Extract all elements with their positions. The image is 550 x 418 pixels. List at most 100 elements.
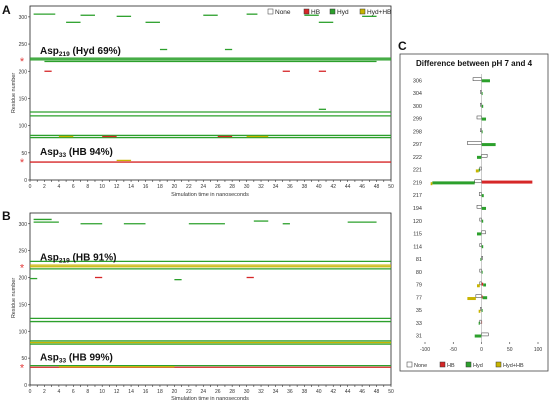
y-tick-label: 200	[19, 276, 28, 282]
x-tick-label: 28	[229, 389, 235, 395]
x-tick-label: 6	[72, 389, 75, 395]
x-tick-label: 8	[86, 184, 89, 190]
bar-hyd	[481, 206, 487, 210]
x-tick-label: 40	[316, 389, 322, 395]
x-tick-label: 38	[302, 389, 308, 395]
x-tick-label: 42	[330, 184, 336, 190]
panel-c-legend: None HB Hyd Hyd+HB	[406, 361, 524, 369]
annotation-label: Asp219 (HB 91%)	[40, 252, 116, 264]
bar-hyd	[481, 117, 487, 121]
bar-none	[481, 332, 489, 337]
x-tick-label: 48	[374, 184, 380, 190]
residue-star-marker: *	[20, 56, 25, 68]
x-tick-label: 50	[388, 184, 394, 190]
bar-none	[479, 319, 482, 324]
panel-b-xlabel: Simulation time in nanoseconds	[171, 396, 249, 402]
legend-label: Hyd	[337, 9, 349, 16]
x-tick-label: 8	[86, 389, 89, 395]
x-tick-label: 0	[29, 389, 32, 395]
x-tick-label: 18	[157, 184, 163, 190]
panel-a-xlabel: Simulation time in nanoseconds	[171, 192, 249, 198]
x-tick-label: 10	[99, 389, 105, 395]
legend-label: HB	[311, 9, 320, 16]
x-tick-label: 24	[200, 184, 206, 190]
panel-a-legend: None HB Hyd Hyd+HB	[267, 8, 391, 16]
y-tick-label: 250	[19, 42, 28, 48]
panel-b: B 0 2 4 6 8 10 12 14 16 18 20 22 24 26 28 30 32 34 36 38 40 4…	[2, 209, 394, 402]
category-label: 81	[416, 257, 422, 263]
x-tick-label: 46	[359, 389, 365, 395]
bar-none	[479, 217, 482, 222]
category-label: 35	[416, 308, 422, 314]
x-tick-label: 50	[507, 347, 513, 353]
bar-hb	[481, 295, 483, 299]
x-tick-label: 22	[186, 389, 192, 395]
panel-a-axes: 0 2 4 6 8 10 12 14 16 18 20 22 24 26 28 30 32 34 36 38 40 42 4…	[19, 15, 394, 190]
panel-b-marks	[30, 218, 391, 368]
x-tick-label: 10	[99, 184, 105, 190]
category-label: 306	[413, 78, 422, 84]
bar-hyd-hb	[475, 169, 479, 173]
bar-none	[474, 179, 482, 184]
y-tick-label: 300	[19, 15, 28, 21]
bar-none	[476, 115, 482, 120]
x-tick-label: 32	[258, 184, 264, 190]
category-label: 299	[413, 117, 422, 123]
bar-hyd	[481, 92, 483, 96]
x-tick-label: -50	[450, 347, 457, 353]
x-tick-label: 2	[43, 389, 46, 395]
bar-none	[479, 166, 482, 171]
category-label: 33	[416, 321, 422, 327]
bar-hyd	[481, 104, 484, 108]
bar-hyd	[481, 194, 484, 198]
y-tick-label: 50	[21, 151, 27, 157]
x-tick-label: 0	[480, 347, 483, 353]
x-tick-label: 28	[229, 184, 235, 190]
bar-hyd	[481, 245, 484, 249]
residue-star-marker: *	[20, 362, 25, 374]
x-tick-label: 4	[57, 184, 60, 190]
x-tick-label: 20	[172, 389, 178, 395]
category-label: 31	[416, 334, 422, 340]
legend-swatch-hb	[303, 8, 310, 15]
x-tick-label: 48	[374, 389, 380, 395]
panel-b-ylabel: Residue number	[11, 278, 17, 319]
category-label: 298	[413, 129, 422, 135]
x-tick-label: 18	[157, 389, 163, 395]
x-tick-label: 44	[345, 184, 351, 190]
bar-none	[481, 154, 488, 158]
legend-label: None	[275, 9, 291, 16]
x-tick-label: -100	[420, 347, 430, 353]
legend-swatch-hb	[439, 361, 446, 368]
x-tick-label: 34	[273, 184, 279, 190]
x-tick-label: 36	[287, 389, 293, 395]
bar-hyd	[480, 257, 482, 261]
x-tick-label: 0	[29, 184, 32, 190]
x-tick-label: 4	[57, 389, 60, 395]
x-tick-label: 44	[345, 389, 351, 395]
category-label: 297	[413, 142, 422, 148]
x-tick-label: 20	[172, 184, 178, 190]
x-tick-label: 100	[534, 347, 543, 353]
bar-hyd-hb	[478, 309, 481, 313]
panel-a-ylabel: Residue number	[11, 73, 17, 114]
category-label: 114	[413, 244, 422, 250]
panel-b-axes: 0 2 4 6 8 10 12 14 16 18 20 22 24 26 28 30 32 34 36 38 40 42 4…	[19, 222, 394, 395]
legend-label: Hyd+HB	[503, 363, 524, 369]
category-label: 120	[413, 219, 422, 225]
x-tick-label: 16	[143, 184, 149, 190]
bar-hb	[481, 282, 484, 286]
legend-label: None	[414, 363, 427, 369]
bar-hyd	[482, 296, 488, 300]
bar-hyd	[476, 155, 482, 159]
category-label: 217	[413, 193, 422, 199]
y-tick-label: 50	[21, 356, 27, 362]
bar-hyd	[481, 219, 484, 223]
x-tick-label: 40	[316, 184, 322, 190]
x-tick-label: 50	[388, 389, 394, 395]
bar-hyd	[478, 321, 480, 325]
legend-swatch-none	[406, 361, 413, 368]
category-label: 300	[413, 104, 422, 110]
x-tick-label: 30	[244, 184, 250, 190]
bar-hyd	[476, 232, 482, 236]
